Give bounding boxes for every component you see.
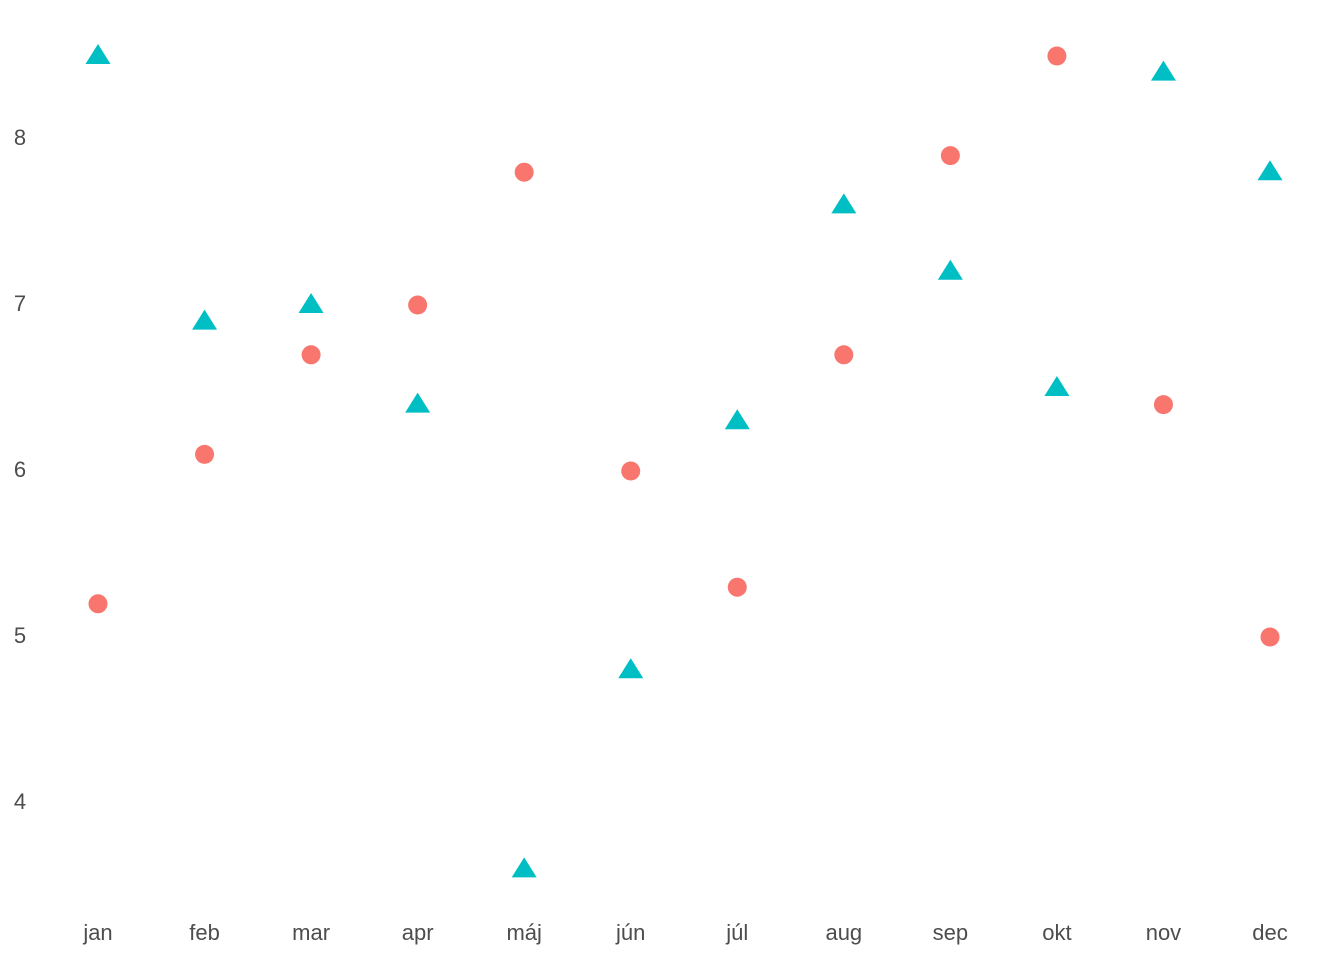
point [724, 409, 750, 430]
x-tick-label: feb [189, 920, 220, 945]
point [85, 44, 111, 64]
x-tick-label: mar [292, 920, 330, 945]
point [514, 162, 534, 182]
point [834, 345, 854, 365]
x-tick-label: sep [933, 920, 968, 945]
x-tick-label: nov [1146, 920, 1181, 945]
point [511, 857, 537, 878]
y-tick-label: 4 [14, 789, 26, 814]
point [1044, 376, 1070, 396]
point [88, 594, 108, 614]
x-tick-label: jan [82, 920, 112, 945]
x-tick-label: máj [506, 920, 541, 945]
y-tick-label: 7 [14, 291, 26, 316]
y-tick-label: 5 [14, 623, 26, 648]
point [1153, 395, 1173, 415]
y-tick-label: 8 [14, 125, 26, 150]
point [1047, 46, 1067, 66]
point [1150, 60, 1176, 81]
point [408, 295, 428, 315]
point [937, 259, 963, 280]
x-tick-label: okt [1042, 920, 1071, 945]
point [621, 461, 641, 481]
x-tick-label: jún [615, 920, 645, 945]
x-tick-label: júl [725, 920, 748, 945]
x-tick-label: dec [1252, 920, 1287, 945]
x-tick-label: aug [825, 920, 862, 945]
y-tick-label: 6 [14, 457, 26, 482]
x-tick-label: apr [402, 920, 434, 945]
point [195, 444, 215, 464]
point [940, 146, 960, 166]
point [192, 309, 218, 330]
point [831, 193, 857, 214]
point [405, 392, 431, 413]
point [618, 658, 644, 679]
point [1260, 627, 1280, 647]
point [1257, 160, 1283, 181]
point [727, 577, 747, 597]
point [298, 293, 324, 313]
point [301, 345, 321, 365]
